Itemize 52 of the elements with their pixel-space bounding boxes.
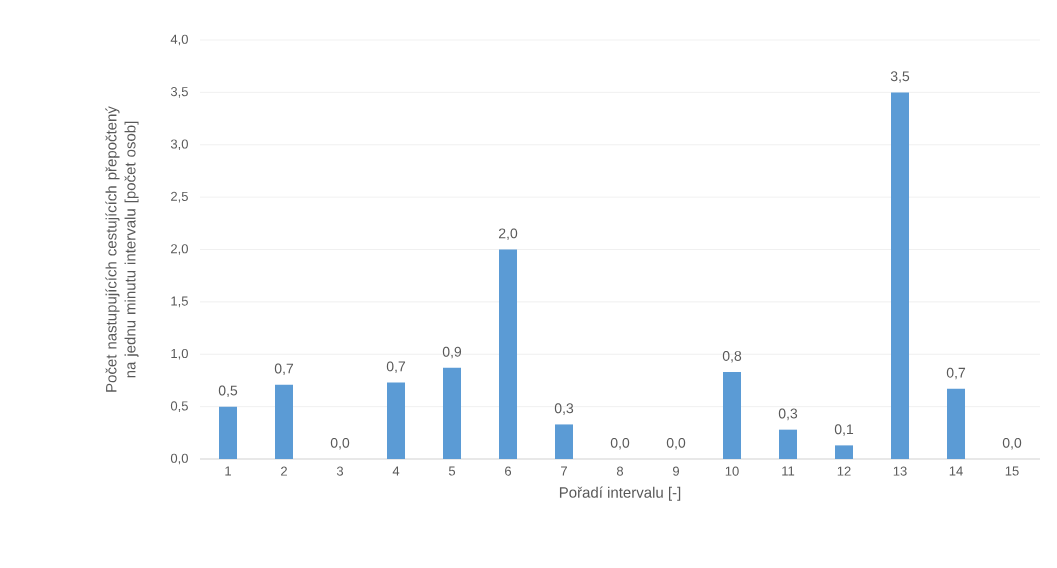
y-tick-label: 2,0 (171, 244, 188, 255)
data-label: 0,3 (778, 408, 798, 421)
bar (555, 424, 573, 459)
y-tick-label: 1,5 (171, 296, 188, 308)
bar (219, 406, 237, 459)
data-label: 0,7 (386, 361, 406, 373)
data-label: 0,0 (666, 437, 686, 450)
x-tick-label: 7 (561, 466, 567, 476)
y-tick-label: 2,5 (171, 191, 188, 203)
x-tick-label: 1 (225, 466, 231, 476)
bar (891, 92, 910, 459)
data-label: 0,7 (274, 363, 294, 376)
y-axis-title: Počet nastupujících cestujících přepočtený na jednu minutu intervalu [počet osob] (105, 106, 139, 392)
bar (779, 429, 798, 459)
x-tick-label: 9 (673, 466, 680, 476)
y-tick-label: 4,0 (170, 34, 188, 46)
x-tick-label: 2 (281, 466, 287, 476)
bar (835, 445, 854, 459)
x-tick-label: 13 (893, 466, 907, 476)
bar (275, 384, 293, 459)
data-label: 0,9 (442, 346, 462, 359)
x-tick-label: 12 (837, 466, 851, 476)
y-tick-label: 3,0 (170, 139, 188, 151)
data-label: 0,1 (834, 424, 854, 436)
data-label: 0,7 (946, 367, 966, 380)
x-tick-label: 3 (336, 466, 344, 476)
x-tick-label: 11 (782, 466, 795, 476)
x-tick-label: 10 (725, 466, 739, 476)
x-tick-label: 6 (505, 466, 512, 476)
bar (387, 382, 406, 459)
bar (499, 249, 518, 459)
x-tick-label: 14 (949, 466, 963, 476)
data-label: 0,8 (722, 350, 742, 363)
data-label: 0,3 (554, 403, 574, 415)
bar (443, 367, 461, 459)
data-label: 0,0 (1002, 437, 1022, 450)
y-tick-label: 1,0 (171, 348, 188, 360)
data-label: 0,5 (218, 385, 238, 398)
data-label: 3,5 (890, 71, 910, 83)
x-tick-label: 8 (616, 466, 624, 476)
data-label: 2,0 (498, 228, 518, 240)
bar (947, 388, 966, 459)
y-tick-label: 0,5 (170, 401, 188, 412)
bar (723, 372, 742, 459)
x-tick-label: 4 (392, 466, 400, 476)
y-tick-label: 3,5 (170, 87, 188, 98)
y-tick-label: 0,0 (170, 453, 188, 465)
data-label: 0,0 (610, 437, 630, 450)
x-tick-label: 15 (1005, 466, 1019, 476)
x-tick-label: 5 (448, 466, 456, 476)
x-axis-title: Pořadí intervalu [-] (559, 486, 681, 501)
data-label: 0,0 (330, 437, 350, 450)
